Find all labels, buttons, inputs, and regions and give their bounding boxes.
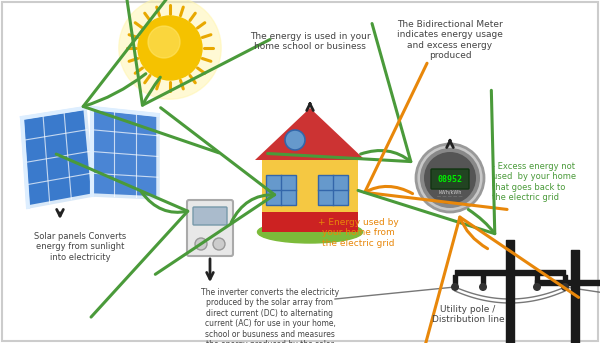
FancyArrowPatch shape: [422, 217, 578, 343]
Circle shape: [195, 238, 207, 250]
FancyArrowPatch shape: [268, 24, 411, 162]
Circle shape: [561, 283, 569, 291]
Polygon shape: [92, 108, 158, 198]
Text: 08952: 08952: [437, 175, 463, 184]
FancyArrowPatch shape: [155, 108, 275, 274]
Circle shape: [479, 283, 487, 291]
Text: The inverter converts the electricity
produced by the solar array from
direct cu: The inverter converts the electricity pr…: [201, 288, 339, 343]
Ellipse shape: [257, 221, 362, 243]
Ellipse shape: [119, 0, 221, 99]
FancyBboxPatch shape: [187, 200, 233, 256]
Circle shape: [148, 26, 180, 58]
Bar: [318, 175, 348, 205]
FancyArrowPatch shape: [83, 0, 219, 153]
Circle shape: [451, 283, 459, 291]
FancyArrowPatch shape: [365, 63, 507, 210]
Circle shape: [416, 144, 484, 212]
Text: kWh/kWh: kWh/kWh: [439, 189, 461, 194]
Circle shape: [138, 16, 202, 80]
Circle shape: [533, 283, 541, 291]
Text: — — — — —: — — — — —: [437, 194, 463, 198]
FancyBboxPatch shape: [193, 207, 227, 225]
Text: Solar panels Converts
energy from sunlight
into electricity: Solar panels Converts energy from sunlig…: [34, 232, 126, 262]
Text: - Excess energy not
used  by your home
that goes back to
the electric grid: - Excess energy not used by your home th…: [492, 162, 576, 202]
Bar: [262, 212, 358, 232]
FancyArrowPatch shape: [358, 90, 495, 234]
FancyBboxPatch shape: [431, 169, 469, 189]
FancyArrowPatch shape: [122, 0, 270, 105]
Polygon shape: [22, 108, 93, 207]
Text: The Bidirectional Meter
indicates energy usage
and excess energy
produced: The Bidirectional Meter indicates energy…: [397, 20, 503, 60]
Polygon shape: [255, 108, 365, 160]
Text: Utility pole /
Distribution line: Utility pole / Distribution line: [431, 305, 505, 324]
Circle shape: [420, 148, 480, 208]
Circle shape: [285, 130, 305, 150]
Bar: [266, 175, 296, 205]
FancyArrowPatch shape: [56, 154, 188, 317]
Text: + Energy used by
your home from
the electric grid: + Energy used by your home from the elec…: [317, 218, 398, 248]
Bar: [262, 160, 358, 212]
Text: The energy is used in your
home school or business: The energy is used in your home school o…: [250, 32, 370, 51]
Circle shape: [213, 238, 225, 250]
Circle shape: [424, 152, 476, 204]
